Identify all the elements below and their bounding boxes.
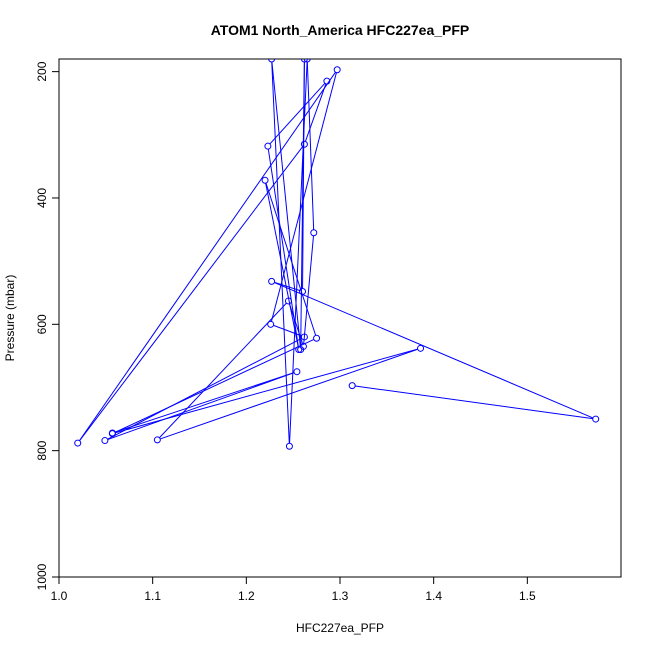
data-point [295, 346, 303, 354]
data-point [348, 382, 356, 390]
series-line-segment [114, 339, 315, 433]
y-axis: 200 400 600 800 1000 [35, 61, 60, 590]
series-line-segment [288, 303, 304, 344]
series-line-segment [269, 82, 326, 145]
x-axis-label: HFC227ea_PFP [296, 621, 384, 635]
series-line-segment [265, 182, 317, 336]
series-line-segment [306, 61, 315, 230]
series-line-segment [107, 372, 295, 441]
data-point [313, 334, 321, 342]
x-tick-label: 1.5 [519, 589, 536, 603]
data-point [300, 333, 308, 341]
data-point [293, 368, 301, 376]
x-tick-label: 1.0 [51, 589, 68, 603]
x-tick-label: 1.3 [332, 589, 349, 603]
y-tick-label: 400 [35, 188, 49, 208]
data-point [153, 436, 161, 444]
data-point [108, 429, 116, 437]
y-tick-label: 600 [35, 314, 49, 334]
data-point [300, 140, 308, 148]
series-line-segment [270, 72, 337, 322]
data-point [299, 342, 307, 350]
y-tick-label: 1000 [35, 563, 49, 590]
data-point [264, 142, 272, 150]
data-point [300, 59, 308, 63]
y-axis-label: Pressure (mbar) [3, 275, 17, 362]
data-point [74, 439, 82, 447]
series-line-segment [274, 282, 594, 419]
series-line-segment [289, 61, 308, 444]
data-point [417, 344, 425, 352]
series-line-segment [355, 385, 593, 420]
x-axis: 1.0 1.1 1.2 1.3 1.4 1.5 [51, 576, 536, 603]
data-point [299, 287, 307, 295]
series-line-segment [304, 83, 327, 142]
series-line-segment [303, 235, 315, 344]
series-line-segment [79, 146, 303, 441]
chart-title: ATOM1 North_America HFC227ea_PFP [211, 22, 470, 38]
series-line-segment [115, 372, 295, 433]
series-line-segment [79, 71, 336, 441]
data-point [285, 442, 293, 450]
series-line-segment [274, 281, 300, 292]
x-tick-label: 1.1 [144, 589, 161, 603]
data-point [101, 437, 109, 445]
y-tick-label: 200 [35, 61, 49, 81]
series-line-segment [265, 183, 299, 347]
x-tick-label: 1.4 [425, 589, 442, 603]
data-point [268, 277, 276, 285]
series-line-segment [160, 348, 418, 440]
series-line-segment [271, 61, 301, 347]
series-line-segment [107, 337, 302, 440]
series-line-segment [273, 324, 302, 337]
data-point [267, 320, 275, 328]
data-point [261, 176, 269, 184]
y-tick-label: 800 [35, 440, 49, 460]
data-point [333, 66, 341, 74]
series-line-segment [267, 149, 299, 347]
data-point [284, 297, 292, 305]
plot-frame [58, 58, 622, 578]
data-point [268, 59, 276, 63]
plot-area [74, 59, 600, 450]
series-line-segment [159, 302, 287, 439]
x-tick-label: 1.2 [238, 589, 255, 603]
data-point [310, 229, 318, 237]
series-line-segment [271, 61, 290, 444]
data-point [303, 59, 311, 63]
data-point [323, 77, 331, 85]
data-point [592, 415, 600, 423]
